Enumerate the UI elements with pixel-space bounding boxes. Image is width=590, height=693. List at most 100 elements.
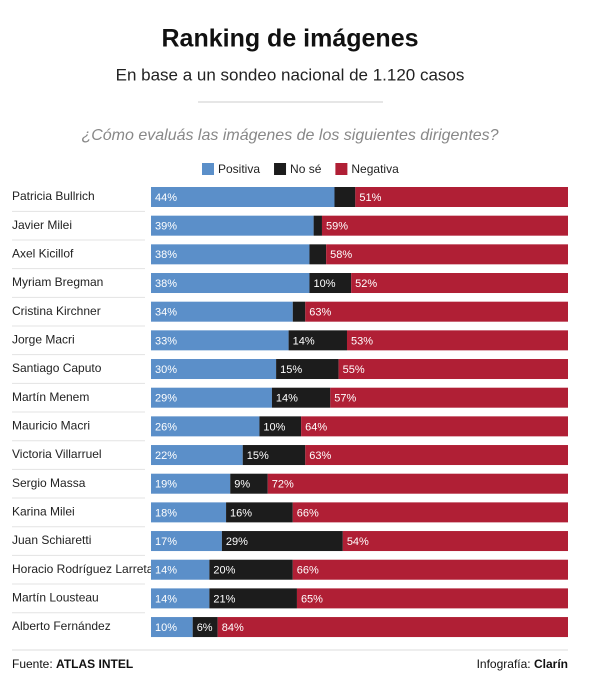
bar-segment [151, 531, 222, 552]
value-label: 14% [276, 393, 298, 405]
y-tick-label: Juan Schiaretti [12, 533, 91, 547]
bar-segment [151, 445, 243, 466]
value-label: 63% [309, 450, 331, 462]
value-label: 63% [309, 307, 331, 319]
credit: Clarín [534, 657, 568, 671]
bar-segment [151, 244, 310, 265]
bar-segment [151, 588, 210, 609]
value-label: 51% [359, 192, 381, 204]
value-label: 38% [155, 249, 177, 261]
bar-segment [267, 473, 568, 494]
value-label: 66% [297, 507, 319, 519]
value-label: 66% [297, 565, 319, 577]
bar-segment [151, 215, 314, 236]
y-tick-label: Javier Milei [12, 218, 72, 232]
value-label: 26% [155, 421, 177, 433]
y-tick-label: Martín Menem [12, 390, 89, 404]
footer-source: Fuente: ATLAS INTEL [12, 657, 133, 671]
value-label: 34% [155, 307, 177, 319]
y-tick-label: Alberto Fernández [12, 619, 111, 633]
value-label: 64% [305, 421, 327, 433]
bar-segment [226, 502, 293, 523]
value-label: 19% [155, 479, 177, 491]
bar-segment [209, 588, 297, 609]
y-tick-label: Axel Kicillof [12, 247, 74, 261]
value-label: 15% [247, 450, 269, 462]
value-label: 17% [155, 536, 177, 548]
value-label: 14% [293, 335, 315, 347]
bar-segment [334, 187, 356, 207]
bar-segment [151, 617, 193, 638]
credit-label: Infografía: [477, 657, 531, 671]
bar-segment [242, 445, 306, 466]
bar-segment [313, 215, 322, 236]
legend-label: No sé [290, 162, 322, 176]
bar-segment [151, 387, 272, 408]
value-label: 30% [155, 364, 177, 376]
value-label: 29% [226, 536, 248, 548]
bar-segment [151, 187, 335, 207]
value-label: 14% [155, 565, 177, 577]
bar-segment [217, 617, 568, 638]
bar-segment [151, 416, 260, 437]
y-tick-label: Santiago Caputo [12, 361, 102, 375]
legend-swatch [202, 163, 214, 175]
bar-segment [151, 502, 227, 523]
bar-segment [330, 387, 568, 408]
value-label: 65% [301, 593, 323, 605]
legend-label: Negativa [351, 162, 399, 176]
bar-segment [301, 416, 568, 437]
y-tick-label: Cristina Kirchner [12, 304, 101, 318]
bar-segment [355, 187, 568, 207]
value-label: 14% [155, 593, 177, 605]
value-label: 9% [234, 479, 250, 491]
bar-segment [221, 531, 343, 552]
legend-swatch [335, 163, 348, 175]
bar-segment [351, 273, 568, 294]
y-tick-label: Sergio Massa [12, 476, 86, 490]
y-tick-label: Jorge Macri [12, 333, 75, 347]
bar-segment [326, 244, 568, 265]
bar-segment [338, 359, 568, 380]
question: ¿Cómo evaluás las imágenes de los siguie… [81, 127, 498, 144]
chart-subtitle: En base a un sondeo nacional de 1.120 ca… [116, 65, 465, 84]
value-label: 38% [155, 278, 177, 290]
value-label: 58% [330, 249, 352, 261]
value-label: 33% [155, 335, 177, 347]
footer-credit: Infografía: Clarín [477, 657, 568, 671]
source: ATLAS INTEL [56, 657, 133, 671]
y-tick-label: Martín Lousteau [12, 591, 99, 605]
bar-segment [305, 445, 568, 466]
value-label: 39% [155, 221, 177, 233]
value-label: 44% [155, 192, 177, 204]
chart-title: Ranking de imágenes [161, 25, 418, 53]
bar-segment [296, 588, 568, 609]
bar-segment [209, 559, 293, 580]
value-label: 18% [155, 507, 177, 519]
bar-segment [321, 215, 568, 236]
legend-label: Positiva [218, 162, 260, 176]
y-tick-label: Karina Milei [12, 505, 75, 519]
value-label: 20% [213, 565, 235, 577]
bar-segment [346, 330, 568, 351]
bar-segment [342, 531, 568, 552]
value-label: 16% [230, 507, 252, 519]
bar-segment [309, 244, 327, 265]
bar-segment [151, 473, 231, 494]
y-tick-label: Horacio Rodríguez Larreta [12, 562, 154, 576]
bar-segment [151, 273, 310, 294]
bar-segment [151, 559, 210, 580]
value-label: 29% [155, 393, 177, 405]
y-tick-label: Myriam Bregman [12, 275, 103, 289]
value-label: 59% [326, 221, 348, 233]
value-label: 55% [343, 364, 365, 376]
value-label: 72% [272, 479, 294, 491]
bar-segment [288, 330, 347, 351]
y-tick-label: Mauricio Macri [12, 419, 90, 433]
bar-segment [259, 416, 302, 437]
value-label: 54% [347, 536, 369, 548]
value-label: 15% [280, 364, 302, 376]
value-label: 57% [334, 393, 356, 405]
bar-segment [151, 359, 277, 380]
